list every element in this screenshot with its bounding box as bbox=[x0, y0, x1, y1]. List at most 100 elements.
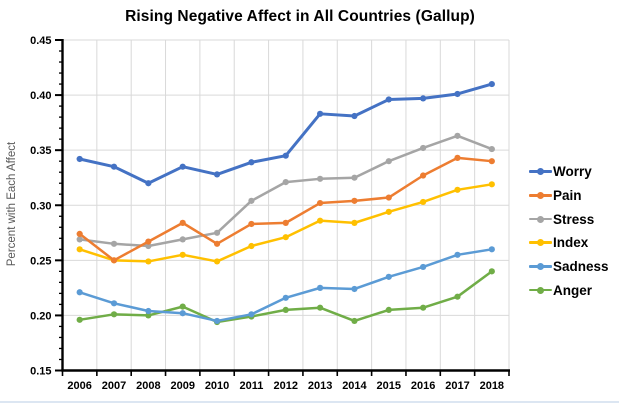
data-point-worry-2016 bbox=[420, 95, 427, 102]
data-point-index-2018 bbox=[488, 181, 495, 188]
legend-line-marker-icon bbox=[529, 286, 552, 295]
data-point-sadness-2014 bbox=[351, 285, 358, 293]
data-point-index-2017 bbox=[454, 186, 461, 193]
x-tick-label: 2010 bbox=[205, 380, 229, 392]
data-point-index-2016 bbox=[420, 198, 427, 206]
data-point-worry-2018 bbox=[488, 80, 495, 88]
data-point-anger-2017 bbox=[454, 293, 461, 300]
data-point-index-2013 bbox=[316, 217, 324, 224]
x-tick-label: 2017 bbox=[445, 380, 469, 392]
legend-line-marker-icon bbox=[529, 238, 552, 247]
data-point-stress-2006 bbox=[76, 236, 83, 243]
legend-item-index: Index bbox=[529, 231, 609, 255]
x-tick-label: 2007 bbox=[102, 380, 126, 392]
data-point-anger-2013 bbox=[316, 304, 324, 311]
data-point-pain-2012 bbox=[282, 219, 289, 226]
legend-label: Anger bbox=[553, 282, 593, 298]
legend-label: Index bbox=[553, 235, 589, 251]
x-tick-label: 2011 bbox=[239, 380, 263, 392]
data-point-pain-2007 bbox=[110, 257, 118, 264]
y-tick-label: 0.25 bbox=[30, 255, 51, 267]
x-tick-label: 2018 bbox=[480, 380, 504, 392]
legend-label: Sadness bbox=[553, 259, 609, 275]
data-point-worry-2015 bbox=[385, 96, 392, 103]
data-point-stress-2013 bbox=[316, 175, 324, 182]
legend-item-pain: Pain bbox=[529, 184, 609, 208]
data-point-sadness-2016 bbox=[420, 263, 427, 271]
data-point-index-2009 bbox=[179, 251, 186, 258]
data-point-anger-2012 bbox=[282, 306, 289, 314]
data-point-pain-2008 bbox=[145, 238, 152, 245]
data-point-worry-2017 bbox=[454, 90, 461, 98]
x-tick-label: 2016 bbox=[411, 380, 435, 392]
data-point-pain-2017 bbox=[454, 154, 461, 161]
data-point-stress-2011 bbox=[248, 197, 255, 204]
data-point-stress-2017 bbox=[454, 132, 461, 139]
data-point-pain-2010 bbox=[213, 240, 221, 247]
data-point-stress-2007 bbox=[110, 240, 118, 247]
data-point-stress-2014 bbox=[351, 174, 358, 181]
data-point-pain-2014 bbox=[351, 197, 358, 204]
y-tick-label: 0.40 bbox=[30, 90, 51, 102]
data-point-anger-2008 bbox=[145, 312, 152, 319]
data-point-worry-2007 bbox=[110, 163, 118, 170]
x-tick-label: 2015 bbox=[377, 380, 401, 392]
data-point-anger-2018 bbox=[488, 268, 495, 275]
data-point-pain-2006 bbox=[76, 230, 83, 237]
x-tick-label: 2014 bbox=[342, 380, 367, 392]
legend-label: Pain bbox=[553, 188, 582, 204]
data-point-stress-2016 bbox=[420, 144, 427, 152]
x-tick-label: 2012 bbox=[274, 380, 298, 392]
data-point-index-2010 bbox=[213, 258, 221, 265]
data-point-sadness-2015 bbox=[385, 273, 392, 280]
x-tick-label: 2013 bbox=[308, 380, 332, 392]
data-point-anger-2014 bbox=[351, 317, 358, 325]
data-point-pain-2018 bbox=[488, 158, 495, 165]
data-point-pain-2015 bbox=[385, 194, 392, 201]
data-point-anger-2015 bbox=[385, 306, 392, 314]
legend-line-marker-icon bbox=[529, 167, 552, 176]
data-point-pain-2011 bbox=[248, 220, 255, 228]
legend-item-sadness: Sadness bbox=[529, 255, 609, 279]
y-tick-label: 0.30 bbox=[30, 200, 51, 212]
data-point-anger-2009 bbox=[179, 303, 186, 310]
data-point-index-2015 bbox=[385, 208, 392, 215]
data-point-anger-2006 bbox=[76, 316, 83, 323]
legend: Worry Pain Stress Index Sadness Anger bbox=[529, 160, 609, 302]
data-point-sadness-2012 bbox=[282, 294, 289, 301]
y-tick-label: 0.45 bbox=[30, 35, 51, 47]
data-point-sadness-2010 bbox=[213, 317, 221, 325]
data-point-sadness-2011 bbox=[248, 311, 255, 318]
chart-title: Rising Negative Affect in All Countries … bbox=[125, 8, 475, 25]
data-point-pain-2016 bbox=[420, 172, 427, 179]
data-point-stress-2018 bbox=[488, 145, 495, 153]
series-line-worry bbox=[78, 82, 494, 185]
y-tick-label: 0.35 bbox=[30, 145, 51, 157]
data-point-worry-2013 bbox=[316, 110, 324, 117]
data-point-stress-2008 bbox=[145, 242, 152, 250]
page-bottom-border bbox=[0, 401, 619, 403]
data-point-sadness-2008 bbox=[145, 307, 152, 315]
data-point-anger-2016 bbox=[420, 304, 427, 311]
data-point-index-2006 bbox=[76, 246, 83, 253]
data-point-worry-2009 bbox=[179, 163, 186, 170]
data-point-stress-2015 bbox=[385, 158, 392, 165]
data-point-stress-2009 bbox=[179, 236, 186, 243]
data-point-worry-2014 bbox=[351, 112, 358, 120]
data-point-stress-2012 bbox=[282, 179, 289, 186]
legend-item-stress: Stress bbox=[529, 207, 609, 231]
data-point-pain-2009 bbox=[179, 219, 186, 226]
series-line-stress bbox=[78, 134, 494, 248]
x-tick-label: 2006 bbox=[67, 380, 91, 392]
legend-line-marker-icon bbox=[529, 262, 552, 271]
legend-label: Stress bbox=[553, 211, 595, 227]
data-point-sadness-2017 bbox=[454, 251, 461, 258]
data-point-anger-2007 bbox=[110, 311, 118, 318]
x-tick-label: 2008 bbox=[136, 380, 160, 392]
data-point-pain-2013 bbox=[316, 199, 324, 207]
data-point-index-2011 bbox=[248, 242, 255, 250]
data-point-index-2012 bbox=[282, 234, 289, 241]
data-point-worry-2006 bbox=[76, 155, 83, 163]
data-point-worry-2012 bbox=[282, 152, 289, 159]
